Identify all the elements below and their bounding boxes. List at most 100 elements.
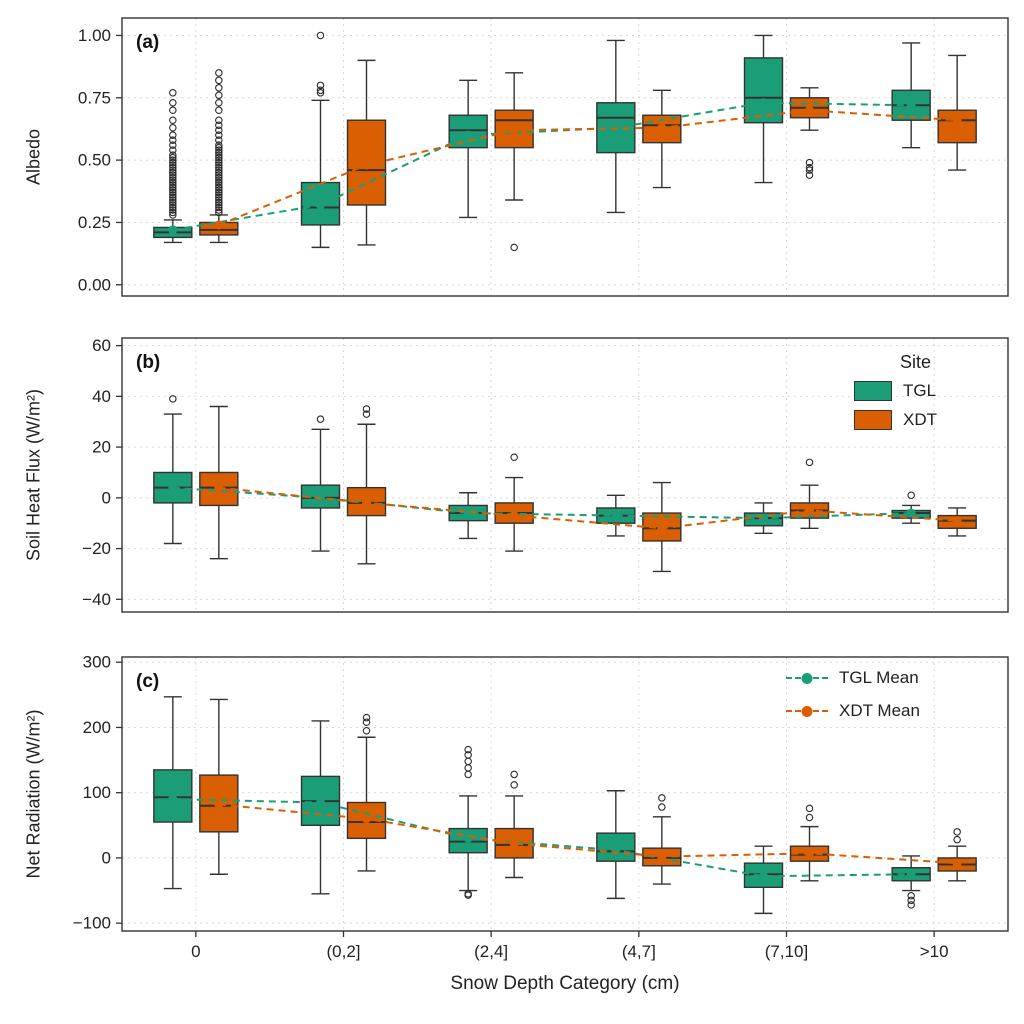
outlier-point: [215, 196, 223, 204]
outlier-point: [169, 116, 177, 124]
y-tick-label: −40: [82, 590, 111, 609]
outlier-point: [907, 892, 915, 900]
outlier-point: [169, 193, 177, 202]
outlier-point: [169, 176, 177, 184]
box-tgl-4: [743, 34, 784, 184]
mean-marker: [611, 511, 621, 521]
box-tgl-3: [596, 790, 636, 900]
mean-line-xdt: [214, 483, 962, 533]
outlier-point: [805, 171, 814, 179]
outlier-point: [169, 163, 177, 172]
legend-item-xdt: XDT: [854, 410, 937, 430]
outlier-point: [510, 453, 518, 461]
outlier-point: [805, 163, 814, 172]
y-tick-label: 0: [102, 848, 111, 867]
panel-b: −40 −20 0 20 40 60: [82, 336, 1009, 613]
outlier-point: [215, 91, 223, 100]
outlier-point: [510, 781, 518, 789]
y-tick-label: 40: [92, 387, 111, 406]
box-xdt-4: [789, 804, 830, 882]
outlier-point: [169, 178, 177, 187]
mean-marker: [657, 123, 667, 133]
mean-marker: [509, 839, 519, 849]
legend-mean: TGL Mean XDT Mean: [786, 668, 920, 734]
outlier-point: [464, 770, 472, 779]
outlier-point: [215, 146, 223, 154]
box-tgl-0: [153, 395, 193, 545]
outlier-point: [169, 146, 177, 154]
box-xdt-1: [346, 59, 387, 246]
outlier-point: [215, 131, 223, 139]
x-tick-label: (0,2]: [326, 942, 360, 961]
mean-marker: [316, 200, 325, 210]
outlier-point: [215, 121, 223, 129]
legend-label-xdt-mean: XDT Mean: [839, 701, 920, 720]
outlier-point: [215, 178, 223, 187]
box-tgl-4: [743, 845, 784, 915]
outlier-point: [169, 188, 177, 197]
outlier-point: [215, 106, 223, 115]
y-tick-label: 20: [92, 438, 111, 457]
mean-marker: [906, 508, 916, 518]
box-xdt-4: [789, 87, 830, 179]
box-tgl-5: [891, 855, 931, 909]
outlier-point: [316, 31, 325, 40]
outlier-point: [907, 896, 915, 905]
outlier-point: [805, 804, 814, 813]
panel-label-a: (a): [136, 32, 160, 53]
outlier-point: [169, 186, 177, 194]
outlier-point: [362, 718, 371, 726]
outlier-point: [169, 181, 177, 189]
outlier-point: [215, 193, 223, 202]
y-tick-label: 0.75: [78, 88, 111, 107]
outlier-point: [316, 81, 325, 90]
outlier-point: [215, 168, 223, 177]
outlier-point: [169, 206, 177, 214]
y-axis-label-net-radiation: Net Radiation (W/m²): [23, 709, 44, 879]
mean-marker: [759, 871, 768, 881]
outlier-point: [215, 181, 223, 189]
outlier-point: [215, 141, 223, 149]
outlier-point: [215, 173, 223, 182]
mean-marker: [952, 115, 962, 125]
mean-marker: [952, 516, 962, 526]
mean-marker: [463, 130, 473, 140]
legend-site: Site TGL XDT: [854, 352, 937, 439]
outlier-point: [316, 86, 325, 95]
mean-marker: [952, 858, 962, 868]
x-tick-label: (2,4]: [474, 942, 508, 961]
box-tgl-2: [448, 745, 488, 899]
outlier-point: [169, 153, 177, 162]
mean-marker: [168, 225, 178, 235]
box-xdt-3: [642, 89, 682, 189]
box-xdt-0: [199, 405, 239, 560]
y-tick-label: −20: [82, 539, 111, 558]
outlier-point: [464, 757, 472, 766]
outlier-point: [169, 99, 177, 107]
x-tick-label: (7,10]: [765, 942, 808, 961]
y-tick-label: 100: [83, 783, 111, 802]
box-xdt-2: [494, 770, 534, 879]
outlier-point: [362, 405, 371, 413]
outlier-point: [169, 131, 177, 139]
box-xdt-1: [346, 405, 387, 565]
outlier-point: [169, 123, 177, 132]
outlier-point: [215, 69, 223, 77]
outlier-point: [215, 208, 223, 217]
box-xdt-5: [937, 507, 977, 537]
outlier-point: [464, 764, 472, 772]
outlier-point: [316, 415, 325, 423]
outlier-point: [215, 191, 223, 199]
mean-marker: [362, 160, 371, 170]
box-xdt-3: [642, 794, 682, 885]
outlier-point: [169, 196, 177, 204]
legend-item-tgl-mean: TGL Mean: [786, 668, 920, 688]
mean-marker: [316, 797, 325, 807]
mean-line-tgl: [168, 98, 916, 235]
outlier-point: [215, 148, 223, 157]
mean-marker: [759, 98, 768, 108]
outlier-point: [907, 491, 915, 500]
mean-marker: [906, 869, 916, 879]
outlier-point: [169, 395, 177, 403]
